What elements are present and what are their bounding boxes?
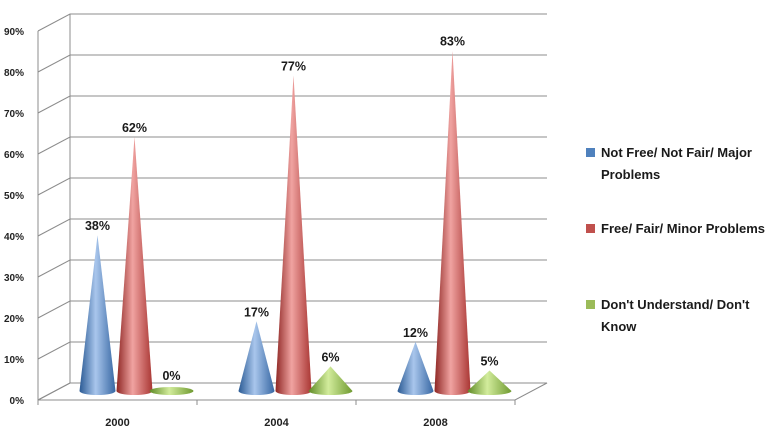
y-tick-label: 10% [4, 355, 24, 366]
y-tick-label: 80% [4, 68, 24, 79]
cone-bar [308, 366, 353, 395]
gridline [37, 13, 547, 32]
data-label: 6% [321, 350, 339, 364]
cone-bar [149, 387, 194, 395]
data-label: 0% [162, 369, 180, 383]
x-tick-label: 2000 [105, 417, 129, 429]
cone-bar [238, 321, 275, 395]
legend-item-not-free: Not Free/ Not Fair/ Major Problems [586, 142, 769, 186]
legend-label-dont-know: Don't Understand/ Don't Know [601, 297, 750, 334]
data-labels: 38% 62% 0% 17% 77% 6% 12% 83% 5% [85, 35, 499, 383]
y-axis-tick-labels: 0% 10% 20% 30% 40% 50% 60% 70% 80% 90% [4, 27, 24, 407]
cone-bar [275, 75, 312, 396]
x-axis-tick-labels: 2000 2004 2008 [105, 417, 447, 429]
cone-bar [434, 50, 471, 395]
y-tick-label: 40% [4, 232, 24, 243]
cone-bars [79, 50, 512, 396]
legend-label-free-fair: Free/ Fair/ Minor Problems [601, 221, 765, 236]
legend-swatch-free-fair [586, 224, 595, 233]
cone-bar [79, 235, 116, 395]
y-tick-label: 70% [4, 109, 24, 120]
axes [37, 14, 548, 405]
cone-bar [397, 341, 434, 395]
data-label: 83% [440, 35, 465, 49]
data-label: 5% [480, 355, 498, 369]
data-label: 38% [85, 219, 110, 233]
legend-item-dont-know: Don't Understand/ Don't Know [586, 294, 769, 338]
x-tick-label: 2004 [264, 417, 289, 429]
y-tick-label: 20% [4, 314, 24, 325]
data-label: 62% [122, 121, 147, 135]
y-tick-label: 90% [4, 27, 24, 38]
y-tick-label: 30% [4, 273, 24, 284]
y-tick-label: 0% [10, 396, 25, 407]
data-label: 12% [403, 326, 428, 340]
y-tick-label: 60% [4, 150, 24, 161]
legend-item-free-fair: Free/ Fair/ Minor Problems [586, 218, 769, 240]
cone-bar [116, 136, 153, 396]
x-tick-label: 2008 [423, 417, 447, 429]
data-label: 77% [281, 59, 306, 73]
cone-bar [467, 370, 512, 395]
legend-swatch-dont-know [586, 300, 595, 309]
data-label: 17% [244, 305, 269, 319]
y-tick-label: 50% [4, 191, 24, 202]
legend-label-not-free: Not Free/ Not Fair/ Major Problems [601, 145, 752, 182]
legend-swatch-not-free [586, 148, 595, 157]
